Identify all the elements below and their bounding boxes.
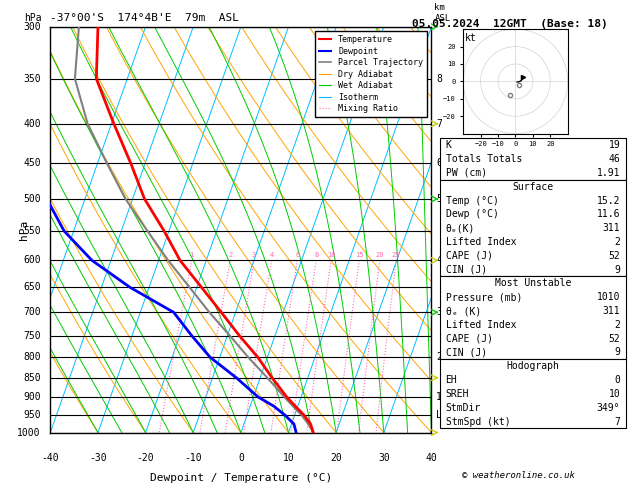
- Text: -30: -30: [89, 453, 107, 463]
- Text: 950: 950: [23, 410, 41, 420]
- Text: EH: EH: [445, 375, 457, 385]
- Text: Lifted Index: Lifted Index: [445, 237, 516, 247]
- Text: 3: 3: [436, 307, 442, 317]
- Text: 550: 550: [23, 226, 41, 236]
- Text: © weatheronline.co.uk: © weatheronline.co.uk: [462, 471, 576, 480]
- Text: Surface: Surface: [513, 182, 554, 191]
- Text: km
ASL: km ASL: [435, 3, 450, 23]
- Text: -37°00'S  174°4B'E  79m  ASL: -37°00'S 174°4B'E 79m ASL: [50, 13, 239, 23]
- Text: 750: 750: [23, 330, 41, 341]
- Text: StmSpd (kt): StmSpd (kt): [445, 417, 510, 427]
- Text: 10: 10: [608, 389, 620, 399]
- Text: 4: 4: [436, 255, 442, 265]
- Text: 1.91: 1.91: [597, 168, 620, 178]
- Text: 600: 600: [23, 255, 41, 265]
- Text: Most Unstable: Most Unstable: [495, 278, 571, 288]
- Text: 2: 2: [228, 252, 232, 258]
- Legend: Temperature, Dewpoint, Parcel Trajectory, Dry Adiabat, Wet Adiabat, Isotherm, Mi: Temperature, Dewpoint, Parcel Trajectory…: [314, 31, 427, 117]
- Text: 311: 311: [603, 306, 620, 316]
- Text: 6: 6: [295, 252, 299, 258]
- Text: θₑ (K): θₑ (K): [445, 306, 481, 316]
- Text: 2: 2: [436, 352, 442, 363]
- Text: 0: 0: [238, 453, 244, 463]
- Text: hPa: hPa: [24, 13, 42, 23]
- Text: 0: 0: [615, 375, 620, 385]
- Text: CIN (J): CIN (J): [445, 264, 487, 275]
- Text: Mixing Ratio (g/kg): Mixing Ratio (g/kg): [465, 174, 474, 285]
- Text: 9: 9: [615, 264, 620, 275]
- Text: 20: 20: [376, 252, 384, 258]
- Text: -40: -40: [42, 453, 59, 463]
- Text: 800: 800: [23, 352, 41, 363]
- Text: LCL: LCL: [436, 410, 454, 420]
- Text: K: K: [445, 140, 452, 150]
- Text: 1000: 1000: [17, 428, 41, 437]
- Text: 5: 5: [436, 194, 442, 204]
- Text: 2: 2: [615, 320, 620, 330]
- Bar: [440, 360, 626, 429]
- Text: 05.05.2024  12GMT  (Base: 18): 05.05.2024 12GMT (Base: 18): [412, 19, 608, 30]
- Text: CIN (J): CIN (J): [445, 347, 487, 358]
- Text: StmDir: StmDir: [445, 403, 481, 413]
- Text: Totals Totals: Totals Totals: [445, 154, 522, 164]
- Text: 25: 25: [392, 252, 401, 258]
- Text: Dewp (°C): Dewp (°C): [445, 209, 498, 219]
- Text: 300: 300: [23, 22, 41, 32]
- Text: 9: 9: [615, 347, 620, 358]
- Text: 1010: 1010: [597, 292, 620, 302]
- Text: 650: 650: [23, 282, 41, 293]
- Text: 52: 52: [608, 251, 620, 261]
- Text: 4: 4: [270, 252, 274, 258]
- Text: 850: 850: [23, 373, 41, 383]
- Text: 500: 500: [23, 194, 41, 204]
- Text: -20: -20: [136, 453, 154, 463]
- Text: 1: 1: [436, 392, 442, 402]
- Text: 8: 8: [314, 252, 318, 258]
- Text: 3: 3: [252, 252, 256, 258]
- Text: 7: 7: [436, 119, 442, 129]
- Text: Hodograph: Hodograph: [506, 361, 559, 371]
- Text: 7: 7: [615, 417, 620, 427]
- Text: Dewpoint / Temperature (°C): Dewpoint / Temperature (°C): [150, 473, 332, 483]
- Text: 400: 400: [23, 119, 41, 129]
- Text: CAPE (J): CAPE (J): [445, 251, 493, 261]
- Text: kt: kt: [465, 33, 477, 43]
- Text: 2: 2: [615, 237, 620, 247]
- Text: 1: 1: [189, 252, 194, 258]
- Text: 15.2: 15.2: [597, 195, 620, 206]
- Text: θₑ(K): θₑ(K): [445, 223, 475, 233]
- Text: Temp (°C): Temp (°C): [445, 195, 498, 206]
- Text: 10: 10: [282, 453, 294, 463]
- Text: -10: -10: [184, 453, 202, 463]
- Text: 30: 30: [378, 453, 390, 463]
- Text: Pressure (mb): Pressure (mb): [445, 292, 522, 302]
- Text: Lifted Index: Lifted Index: [445, 320, 516, 330]
- Bar: [440, 139, 626, 180]
- Text: SREH: SREH: [445, 389, 469, 399]
- Text: 20: 20: [330, 453, 342, 463]
- Text: hPa: hPa: [19, 220, 29, 240]
- Text: CAPE (J): CAPE (J): [445, 334, 493, 344]
- Text: 700: 700: [23, 307, 41, 317]
- Bar: [440, 180, 626, 277]
- Text: 6: 6: [436, 158, 442, 168]
- Text: 19: 19: [608, 140, 620, 150]
- Text: 52: 52: [608, 334, 620, 344]
- Text: 11.6: 11.6: [597, 209, 620, 219]
- Text: PW (cm): PW (cm): [445, 168, 487, 178]
- Bar: [440, 277, 626, 360]
- Text: 350: 350: [23, 74, 41, 84]
- Text: 349°: 349°: [597, 403, 620, 413]
- Text: 10: 10: [327, 252, 335, 258]
- Text: 46: 46: [608, 154, 620, 164]
- Text: 40: 40: [426, 453, 437, 463]
- Text: 900: 900: [23, 392, 41, 402]
- Text: 311: 311: [603, 223, 620, 233]
- Text: 15: 15: [355, 252, 364, 258]
- Text: 8: 8: [436, 74, 442, 84]
- Text: 450: 450: [23, 158, 41, 168]
